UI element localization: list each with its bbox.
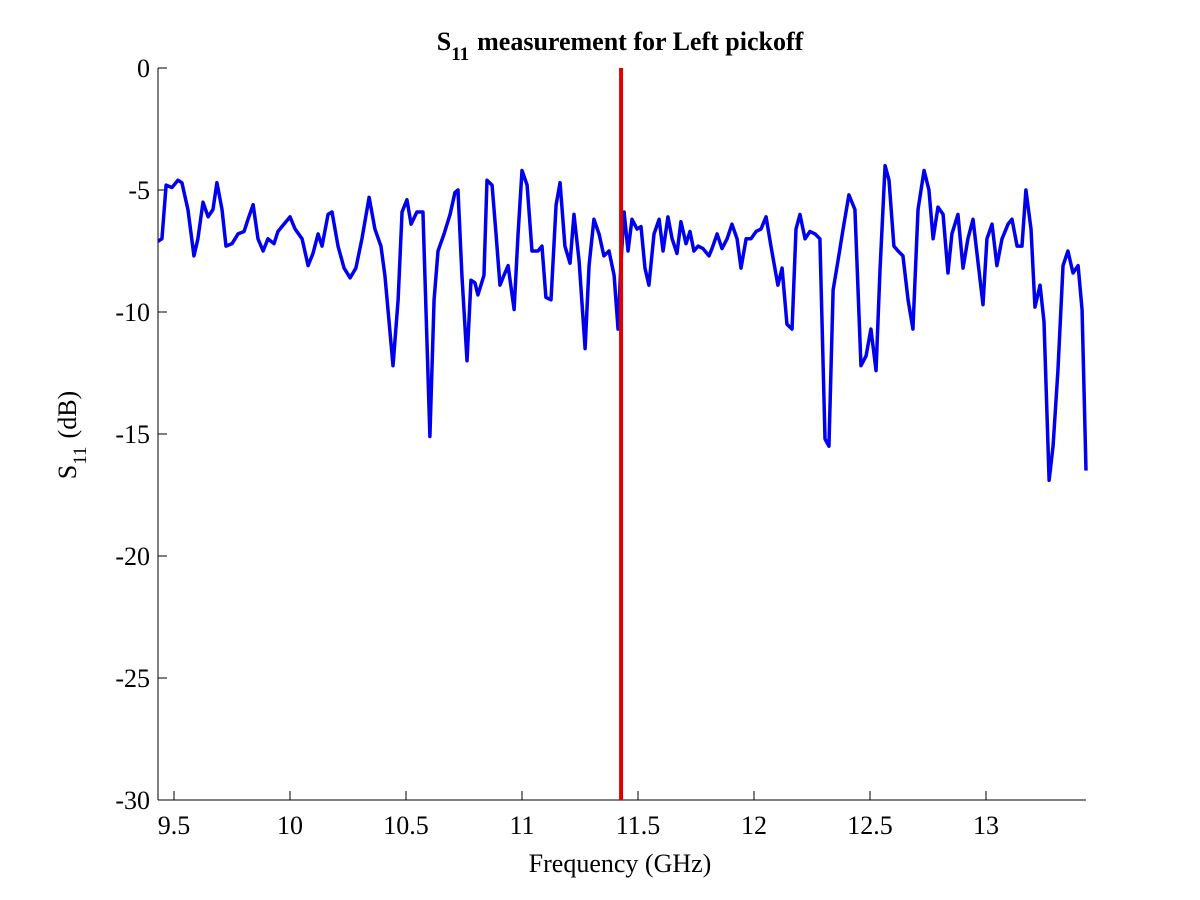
x-tick-label: 10 <box>277 811 303 840</box>
x-tick-label: 9.5 <box>158 811 191 840</box>
title-rest: measurement for Left pickoff <box>477 27 803 56</box>
y-tick-label: -25 <box>115 664 150 693</box>
x-tick-label: 13 <box>973 811 999 840</box>
x-tick-label: 10.5 <box>383 811 429 840</box>
ylabel-rest: (dB) <box>53 391 82 439</box>
ylabel-sub: 11 <box>70 446 91 464</box>
x-tick-label: 11.5 <box>616 811 661 840</box>
x-axis-label: Frequency (GHz) <box>529 849 712 878</box>
chart-title: S11 measurement for Left pickoff <box>437 27 804 65</box>
y-tick-label: -5 <box>128 176 150 205</box>
x-tick-label: 12.5 <box>847 811 893 840</box>
title-main: S <box>437 27 451 56</box>
y-tick-label: -15 <box>115 420 150 449</box>
y-tick-label: -20 <box>115 542 150 571</box>
y-tick-label: -30 <box>115 786 150 815</box>
y-tick-label: -10 <box>115 298 150 327</box>
ylabel-main: S <box>53 465 82 479</box>
data-line <box>157 163 1088 483</box>
x-tick-label: 11 <box>509 811 534 840</box>
y-axis-label: S11 (dB) <box>53 391 91 479</box>
x-tick-label: 12 <box>741 811 767 840</box>
y-tick-label: 0 <box>137 54 150 83</box>
title-sub: 11 <box>451 44 469 65</box>
